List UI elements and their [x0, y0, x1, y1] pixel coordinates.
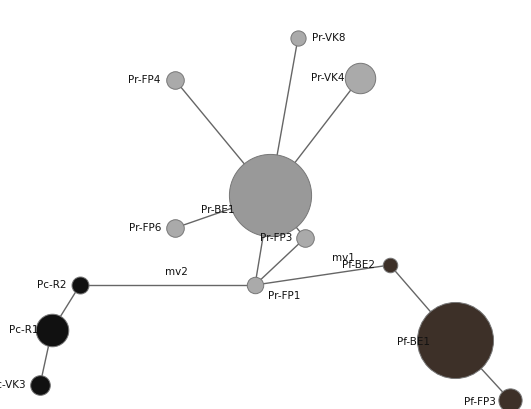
Text: Pc-VK3: Pc-VK3: [0, 380, 26, 390]
Text: Pc-R2: Pc-R2: [37, 280, 66, 290]
Point: [266, 192, 274, 198]
Point: [506, 397, 514, 403]
Text: Pf-BE1: Pf-BE1: [397, 337, 430, 347]
Text: Pr-FP4: Pr-FP4: [127, 75, 160, 85]
Text: Pr-VK4: Pr-VK4: [312, 73, 345, 83]
Point: [294, 35, 302, 41]
Point: [171, 225, 179, 231]
Text: mv1: mv1: [332, 253, 355, 263]
Text: Pr-FP3: Pr-FP3: [260, 233, 292, 243]
Point: [301, 235, 309, 241]
Point: [251, 282, 259, 288]
Text: Pf-FP3: Pf-FP3: [464, 397, 496, 407]
Point: [36, 382, 44, 388]
Point: [171, 77, 179, 83]
Point: [76, 282, 84, 288]
Text: Pc-R1: Pc-R1: [8, 325, 38, 335]
Point: [451, 337, 459, 343]
Text: Pr-FP6: Pr-FP6: [129, 223, 161, 233]
Text: Pf-BE2: Pf-BE2: [342, 260, 375, 270]
Text: Pr-FP1: Pr-FP1: [268, 291, 301, 301]
Point: [356, 75, 364, 81]
Point: [386, 262, 394, 268]
Text: Pr-BE1: Pr-BE1: [201, 205, 235, 215]
Text: mv2: mv2: [165, 267, 188, 277]
Text: Pr-VK8: Pr-VK8: [312, 33, 346, 43]
Point: [48, 327, 56, 333]
